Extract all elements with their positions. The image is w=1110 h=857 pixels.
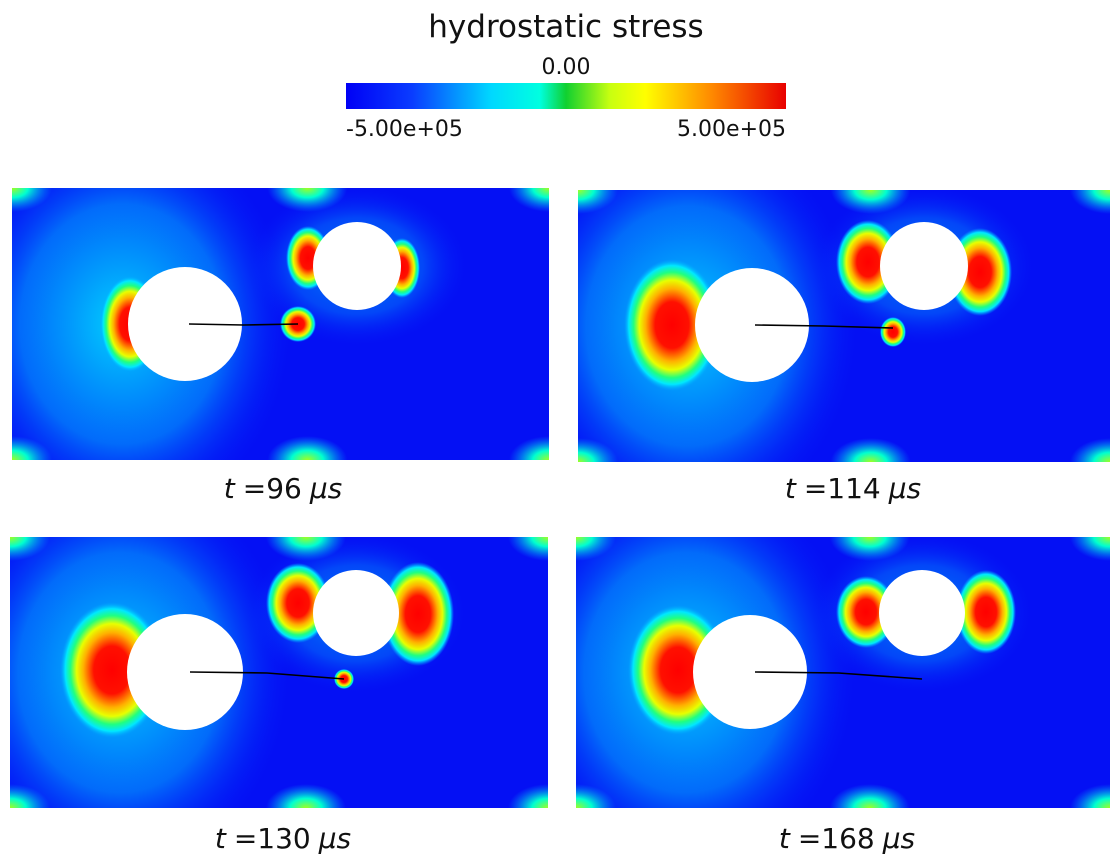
corner-region [509, 188, 549, 212]
hole [879, 570, 965, 656]
crack [754, 324, 894, 329]
panel: t =130 μs [10, 537, 548, 855]
caption-variable: t [224, 472, 236, 505]
hole [695, 268, 809, 382]
corner-region [578, 438, 618, 462]
hole [880, 222, 968, 310]
corner-region [830, 190, 911, 214]
caption-variable: t [779, 822, 791, 855]
corner-region [576, 784, 616, 808]
stress-field [12, 188, 549, 460]
corner-region [12, 436, 52, 460]
stress-concentration [382, 562, 454, 666]
panel: t =114 μs [578, 190, 1110, 505]
corner-region [1070, 190, 1110, 214]
crack [188, 323, 299, 326]
hole [128, 267, 242, 381]
hole [313, 222, 401, 310]
corner-region [829, 537, 910, 561]
caption-time: =114 [804, 472, 881, 505]
caption-unit: μs [882, 822, 915, 855]
corner-region [10, 784, 50, 808]
corner-region [508, 537, 548, 561]
crack [754, 671, 923, 680]
caption-time: =96 [243, 472, 302, 505]
colorbar-mid-label: 0.00 [542, 55, 591, 80]
corner-region [830, 438, 911, 462]
caption-unit: μs [318, 822, 351, 855]
corner-region [12, 188, 52, 212]
caption-variable: t [785, 472, 797, 505]
hole [127, 614, 243, 730]
colorbar [346, 83, 786, 109]
panels: t =96 μs t =114 μst =130 μs t =168 μs [10, 188, 1110, 855]
caption-unit: μs [309, 472, 342, 505]
corner-region [265, 537, 346, 561]
corner-region [1070, 537, 1110, 561]
corner-region [576, 537, 616, 561]
corner-region [267, 188, 348, 212]
stress-field [578, 190, 1110, 462]
caption-variable: t [215, 822, 227, 855]
corner-region [1070, 438, 1110, 462]
stress-concentration [956, 570, 1016, 654]
caption-unit: μs [888, 472, 921, 505]
panel: t =96 μs [12, 188, 549, 505]
corner-region [578, 190, 618, 214]
colorbar-title: hydrostatic stress [428, 9, 703, 45]
corner-region [509, 436, 549, 460]
hole [693, 615, 807, 729]
stress-concentration [266, 563, 330, 643]
stress-field [576, 537, 1110, 808]
caption: t =168 μs [779, 822, 915, 855]
stress-concentration [836, 576, 896, 648]
corner-region [508, 784, 548, 808]
corner-region [10, 537, 50, 561]
hole [313, 570, 399, 656]
colorbar-max-label: 5.00e+05 [677, 117, 786, 142]
corner-region [1070, 784, 1110, 808]
corner-region [267, 436, 348, 460]
caption: t =96 μs [224, 472, 342, 505]
crack [189, 671, 345, 680]
colorbar-min-label: -5.00e+05 [346, 117, 463, 142]
corner-region [265, 784, 346, 808]
caption: t =114 μs [785, 472, 921, 505]
stress-field [10, 537, 548, 808]
caption-time: =130 [234, 822, 311, 855]
stress-concentration [880, 317, 906, 347]
panel: t =168 μs [576, 537, 1110, 855]
caption-time: =168 [798, 822, 875, 855]
stress-concentration [624, 259, 720, 391]
corner-region [829, 784, 910, 808]
caption: t =130 μs [215, 822, 351, 855]
